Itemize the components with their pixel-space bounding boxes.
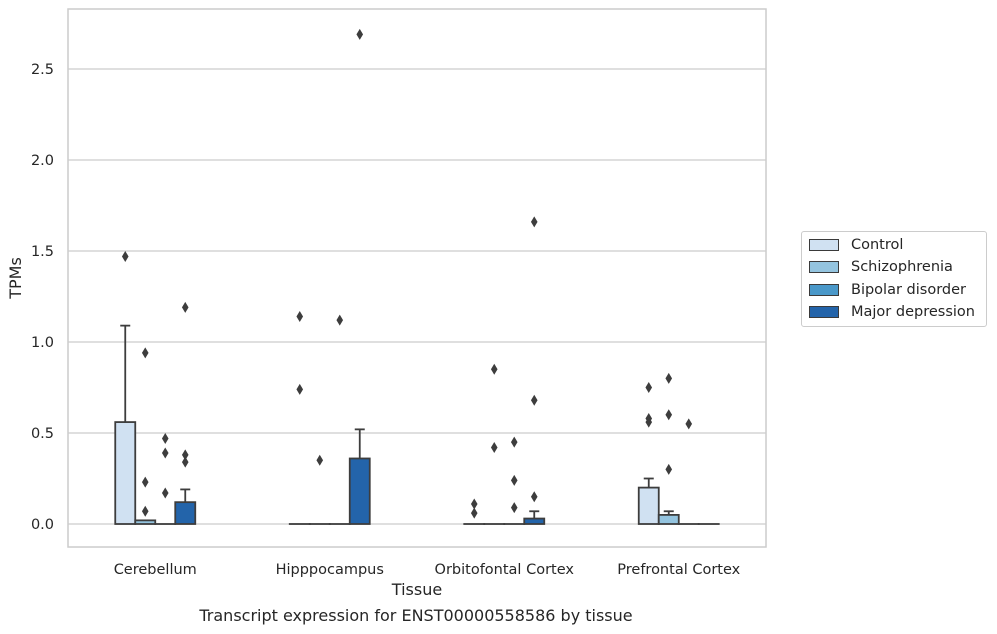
outlier-point [665, 409, 673, 421]
legend-label-bipolar-disorder: Bipolar disorder [851, 282, 966, 298]
outlier-point [470, 507, 478, 519]
legend-swatch-schizophrenia [809, 261, 839, 273]
legend-item-major-depression: Major depression [809, 302, 975, 322]
outlier-point [645, 382, 653, 393]
plot-frame [67, 8, 767, 548]
outlier-point [470, 498, 478, 510]
outlier-point [530, 394, 538, 406]
outlier-point [510, 474, 518, 486]
outlier-point [141, 505, 149, 517]
legend-item-schizophrenia: Schizophrenia [809, 257, 953, 277]
outlier-point [645, 416, 653, 428]
legend-label-major-depression: Major depression [851, 304, 975, 320]
y-tick-label: 1.0 [31, 335, 54, 351]
outlier-point [161, 432, 169, 444]
legend-swatch-major-depression [809, 306, 839, 318]
grid-lines [68, 68, 766, 525]
x-tick-label: Orbitofontal Cortex [435, 562, 575, 578]
legend-item-bipolar-disorder: Bipolar disorder [809, 280, 966, 300]
outlier-point [530, 216, 538, 228]
y-tick-label: 2.5 [31, 62, 54, 78]
y-tick-label: 1.5 [31, 244, 54, 260]
outlier-point [490, 442, 498, 454]
outlier-point [181, 301, 189, 313]
outlier-point [665, 372, 673, 384]
bar [174, 501, 197, 525]
y-tick-label: 0.5 [31, 426, 54, 442]
outlier-point [490, 363, 498, 375]
outlier-point [181, 456, 189, 468]
figure-caption: Transcript expression for ENST0000055858… [199, 606, 633, 625]
legend: Control Schizophrenia Bipolar disorder M… [801, 231, 987, 327]
outlier-point [296, 311, 304, 323]
bar [348, 457, 371, 525]
bar [523, 517, 546, 525]
outlier-point [141, 347, 149, 359]
outlier-point [336, 314, 344, 326]
axes: 0.0 0.5 1.0 1.5 2.0 2.5 Cerebellum Hipppocampus… [31, 8, 767, 578]
outlier-point [530, 491, 538, 503]
y-tick-label: 0.0 [31, 517, 54, 533]
legend-label-control: Control [851, 237, 904, 253]
x-axis-label: Tissue [391, 580, 442, 599]
outlier-point [141, 476, 149, 488]
bar [657, 514, 680, 525]
outlier-point [510, 502, 518, 514]
x-tick-label: Cerebellum [114, 562, 197, 578]
legend-item-control: Control [809, 235, 903, 255]
outlier-point [510, 436, 518, 448]
x-tick-label: Prefrontal Cortex [617, 562, 740, 578]
bar [637, 486, 660, 525]
bar [134, 519, 157, 525]
outlier-point [181, 449, 189, 461]
y-tick-label: 2.0 [31, 153, 54, 169]
outlier-point [161, 447, 169, 459]
outlier-point [685, 418, 693, 430]
outlier-point [121, 250, 129, 262]
outlier-point [356, 28, 364, 40]
legend-swatch-control [809, 239, 839, 251]
bars [114, 28, 720, 525]
outlier-point [161, 487, 169, 499]
x-tick-label: Hipppocampus [276, 562, 384, 578]
legend-label-schizophrenia: Schizophrenia [851, 259, 953, 275]
outlier-point [296, 383, 304, 395]
outlier-point [316, 454, 324, 466]
legend-swatch-bipolar-disorder [809, 284, 839, 296]
y-axis-label: TPMs [6, 257, 25, 300]
bar [114, 421, 137, 525]
outlier-point [665, 463, 673, 475]
